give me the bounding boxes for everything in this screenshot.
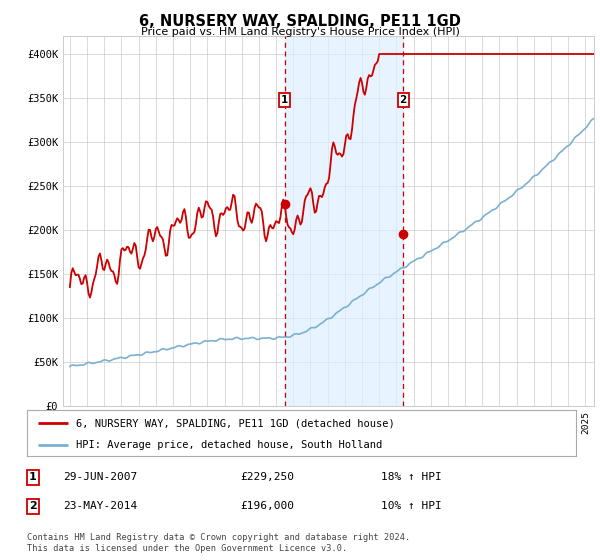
Text: 1: 1 — [281, 95, 288, 105]
Text: HPI: Average price, detached house, South Holland: HPI: Average price, detached house, Sout… — [76, 440, 383, 450]
Text: 18% ↑ HPI: 18% ↑ HPI — [381, 472, 442, 482]
Text: £229,250: £229,250 — [240, 472, 294, 482]
Text: £196,000: £196,000 — [240, 501, 294, 511]
Text: 2: 2 — [29, 501, 37, 511]
Text: 10% ↑ HPI: 10% ↑ HPI — [381, 501, 442, 511]
Bar — [284, 36, 403, 406]
Text: 2: 2 — [400, 95, 407, 105]
Text: 23-MAY-2014: 23-MAY-2014 — [63, 501, 137, 511]
Text: 1: 1 — [29, 472, 37, 482]
Text: Price paid vs. HM Land Registry's House Price Index (HPI): Price paid vs. HM Land Registry's House … — [140, 27, 460, 37]
Text: Contains HM Land Registry data © Crown copyright and database right 2024.
This d: Contains HM Land Registry data © Crown c… — [27, 533, 410, 553]
Text: 6, NURSERY WAY, SPALDING, PE11 1GD (detached house): 6, NURSERY WAY, SPALDING, PE11 1GD (deta… — [76, 418, 395, 428]
Text: 6, NURSERY WAY, SPALDING, PE11 1GD: 6, NURSERY WAY, SPALDING, PE11 1GD — [139, 14, 461, 29]
Text: 29-JUN-2007: 29-JUN-2007 — [63, 472, 137, 482]
